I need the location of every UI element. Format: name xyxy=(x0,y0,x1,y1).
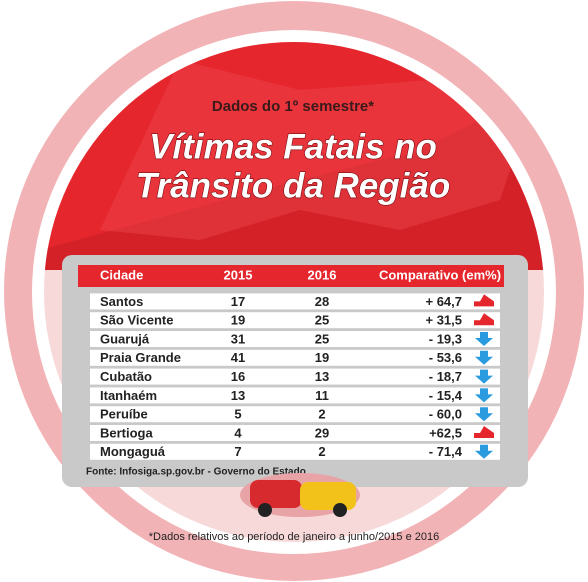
arrow-down xyxy=(475,369,493,384)
table-cell: + 31,5 xyxy=(425,313,462,328)
arrow-down xyxy=(475,444,493,459)
red-car xyxy=(250,480,302,508)
subtitle: Dados do 1º semestre* xyxy=(212,98,374,115)
table-row xyxy=(90,368,500,385)
table-header xyxy=(78,265,504,287)
table-cell: 2 xyxy=(318,407,325,422)
table-cell: Itanhaém xyxy=(100,388,157,403)
table-cell: 13 xyxy=(315,369,329,384)
table-cell: - 60,0 xyxy=(429,407,462,422)
column-header: Comparativo (em%) xyxy=(379,267,501,282)
column-header: Cidade xyxy=(100,267,143,282)
table-cell: - 18,7 xyxy=(429,369,462,384)
table-cell: + 64,7 xyxy=(425,294,462,309)
title-line: Trânsito da Região xyxy=(136,166,450,205)
table-cell: Cubatão xyxy=(100,369,152,384)
column-header: 2016 xyxy=(308,267,337,282)
arrow-down xyxy=(475,350,493,365)
table-row xyxy=(90,387,500,404)
table-cell: Peruíbe xyxy=(100,407,148,422)
table-cell: - 15,4 xyxy=(429,388,463,403)
table-cell: 29 xyxy=(315,425,329,440)
yellow-car xyxy=(300,482,356,510)
table-cell: 19 xyxy=(231,313,245,328)
table-cell: Guarujá xyxy=(100,331,150,346)
table-cell: 16 xyxy=(231,369,245,384)
table-cell: 28 xyxy=(315,294,329,309)
table-cell: 5 xyxy=(234,407,241,422)
arrow-down xyxy=(475,332,493,346)
table-cell: 31 xyxy=(231,331,245,346)
table-cell: 4 xyxy=(234,425,242,440)
table-cell: - 53,6 xyxy=(429,350,462,365)
title-line: Vítimas Fatais no xyxy=(149,127,437,166)
table-cell: 25 xyxy=(315,331,329,346)
arrow-up xyxy=(474,313,494,326)
table-cell: Praia Grande xyxy=(100,350,181,365)
table-cell: 11 xyxy=(315,388,329,403)
arrow-up xyxy=(474,294,494,307)
table-cell: 17 xyxy=(231,294,245,309)
column-header: 2015 xyxy=(224,267,253,282)
table: Cidade 2015 2016 Comparativo (em%) Santos 17 2… xyxy=(90,267,501,460)
table-row xyxy=(90,331,500,347)
arrow-down xyxy=(475,388,493,403)
table-row xyxy=(90,406,500,423)
table-cell: Mongaguá xyxy=(100,444,166,459)
table-cell: Santos xyxy=(100,294,143,309)
table-cell: 41 xyxy=(231,350,245,365)
table-row xyxy=(90,349,500,366)
table-row xyxy=(90,443,500,460)
table-cell: +62,5 xyxy=(429,425,462,440)
table-row xyxy=(90,312,500,329)
source: Fonte: Infosiga.sp.gov.br - Governo do E… xyxy=(86,467,306,478)
table-cell: 19 xyxy=(315,350,329,365)
table-row xyxy=(90,293,500,310)
table-cell: - 19,3 xyxy=(429,331,462,346)
table-cell: São Vicente xyxy=(100,313,173,328)
table-cell: 7 xyxy=(234,444,241,459)
arrow-down xyxy=(475,407,493,422)
table-cell: 25 xyxy=(315,313,329,328)
table-cell: Bertioga xyxy=(100,425,154,440)
arrow-up xyxy=(474,426,494,438)
table-row xyxy=(90,425,500,441)
table-cell: 2 xyxy=(318,444,325,459)
footnote: *Dados relativos ao período de janeiro a… xyxy=(149,531,440,543)
table-cell: - 71,4 xyxy=(429,444,463,459)
table-cell: 13 xyxy=(231,388,245,403)
